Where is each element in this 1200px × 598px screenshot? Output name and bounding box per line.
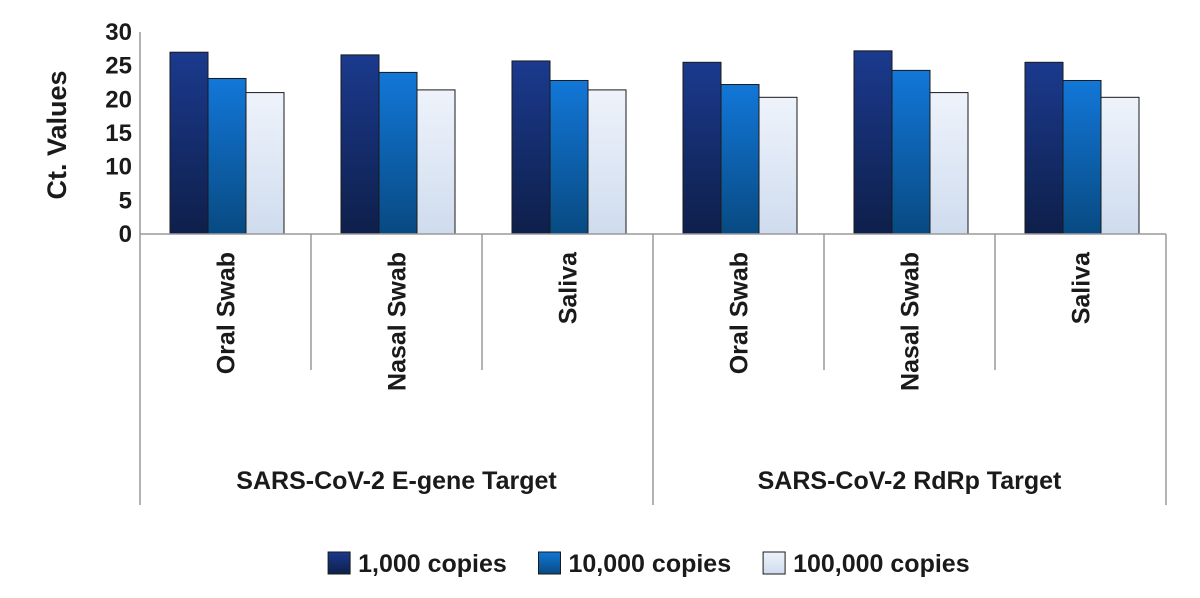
category-label: Saliva xyxy=(1068,251,1096,324)
bar xyxy=(169,51,209,235)
y-tick-label: 25 xyxy=(105,53,132,80)
bar xyxy=(207,77,247,235)
bar xyxy=(416,89,456,235)
legend-swatch xyxy=(327,551,351,575)
legend-swatch xyxy=(762,551,786,575)
bar xyxy=(1100,96,1140,235)
bar xyxy=(245,92,285,235)
bar xyxy=(853,50,893,235)
y-tick-label: 20 xyxy=(105,86,132,113)
bar xyxy=(720,84,760,235)
y-tick-label: 0 xyxy=(119,221,132,248)
bar xyxy=(511,60,551,235)
bar xyxy=(340,54,380,235)
bar xyxy=(1024,61,1064,235)
y-tick-label: 10 xyxy=(105,154,132,181)
y-axis-label: Ct. Values xyxy=(42,70,72,199)
category-label: Nasal Swab xyxy=(384,252,412,391)
legend-entry: 100,000 copies xyxy=(793,550,970,578)
bar xyxy=(549,79,589,235)
bar xyxy=(929,92,969,235)
y-tick-label: 15 xyxy=(105,120,132,147)
category-label: Nasal Swab xyxy=(897,252,925,391)
bar xyxy=(378,71,418,235)
bar xyxy=(587,89,627,235)
legend-entry: 10,000 copies xyxy=(569,550,732,578)
category-label: Oral Swab xyxy=(726,252,754,374)
category-label: Oral Swab xyxy=(213,252,241,374)
group-label: SARS-CoV-2 RdRp Target xyxy=(758,467,1062,495)
y-tick-label: 5 xyxy=(119,187,132,214)
bar xyxy=(1062,79,1102,235)
bar xyxy=(758,96,798,235)
y-tick-label: 30 xyxy=(105,19,132,46)
legend-entry: 1,000 copies xyxy=(358,550,507,578)
bar xyxy=(682,61,722,235)
bar xyxy=(891,69,931,235)
legend-swatch xyxy=(538,551,561,575)
group-label: SARS-CoV-2 E-gene Target xyxy=(236,467,557,495)
category-label: Saliva xyxy=(555,251,583,324)
